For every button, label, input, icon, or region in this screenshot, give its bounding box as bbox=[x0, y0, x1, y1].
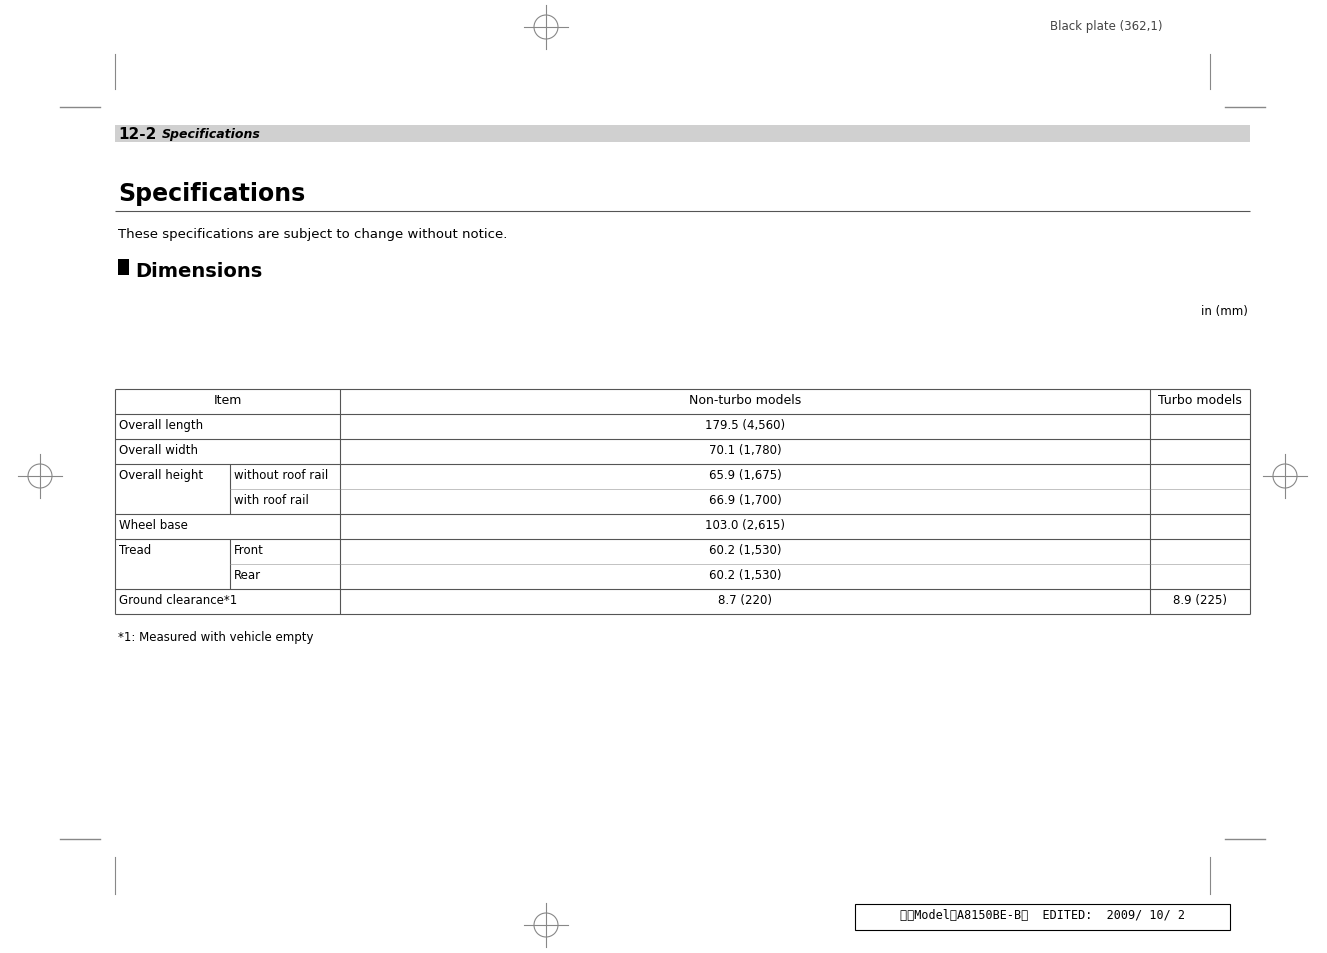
Text: Wheel base: Wheel base bbox=[119, 518, 188, 532]
Text: Overall length: Overall length bbox=[119, 418, 203, 432]
Text: 60.2 (1,530): 60.2 (1,530) bbox=[709, 568, 782, 581]
Text: Tread: Tread bbox=[119, 543, 151, 557]
Text: *1: Measured with vehicle empty: *1: Measured with vehicle empty bbox=[118, 630, 313, 643]
Bar bbox=[115, 126, 1250, 143]
Text: 8.7 (220): 8.7 (220) bbox=[718, 594, 772, 606]
Text: 66.9 (1,700): 66.9 (1,700) bbox=[709, 494, 782, 506]
Text: Item: Item bbox=[214, 394, 242, 407]
Text: 60.2 (1,530): 60.2 (1,530) bbox=[709, 543, 782, 557]
Text: 103.0 (2,615): 103.0 (2,615) bbox=[705, 518, 786, 532]
Text: Turbo models: Turbo models bbox=[1158, 394, 1242, 407]
Text: Front: Front bbox=[234, 543, 264, 557]
Text: Non-turbo models: Non-turbo models bbox=[689, 394, 802, 407]
Text: Rear: Rear bbox=[234, 568, 261, 581]
Text: Specifications: Specifications bbox=[162, 128, 261, 141]
Text: Overall width: Overall width bbox=[119, 443, 198, 456]
Text: without roof rail: without roof rail bbox=[234, 469, 328, 481]
Bar bbox=[855, 904, 1230, 930]
Text: 8.9 (225): 8.9 (225) bbox=[1173, 594, 1227, 606]
Text: 65.9 (1,675): 65.9 (1,675) bbox=[709, 469, 782, 481]
Text: Overall height: Overall height bbox=[119, 469, 203, 481]
Text: with roof rail: with roof rail bbox=[234, 494, 309, 506]
Text: Black plate (362,1): Black plate (362,1) bbox=[1050, 20, 1162, 33]
Bar bbox=[118, 260, 129, 275]
Text: Ground clearance*1: Ground clearance*1 bbox=[119, 594, 238, 606]
Text: in (mm): in (mm) bbox=[1201, 305, 1247, 317]
Text: These specifications are subject to change without notice.: These specifications are subject to chan… bbox=[118, 228, 507, 241]
Text: Specifications: Specifications bbox=[118, 182, 305, 206]
Text: 12-2: 12-2 bbox=[118, 127, 157, 142]
Text: 70.1 (1,780): 70.1 (1,780) bbox=[709, 443, 782, 456]
Text: 179.5 (4,560): 179.5 (4,560) bbox=[705, 418, 786, 432]
Text: Dimensions: Dimensions bbox=[135, 262, 263, 281]
Text: 北米Model（A8150BE-B）  EDITED:  2009/ 10/ 2: 北米Model（A8150BE-B） EDITED: 2009/ 10/ 2 bbox=[900, 908, 1185, 921]
